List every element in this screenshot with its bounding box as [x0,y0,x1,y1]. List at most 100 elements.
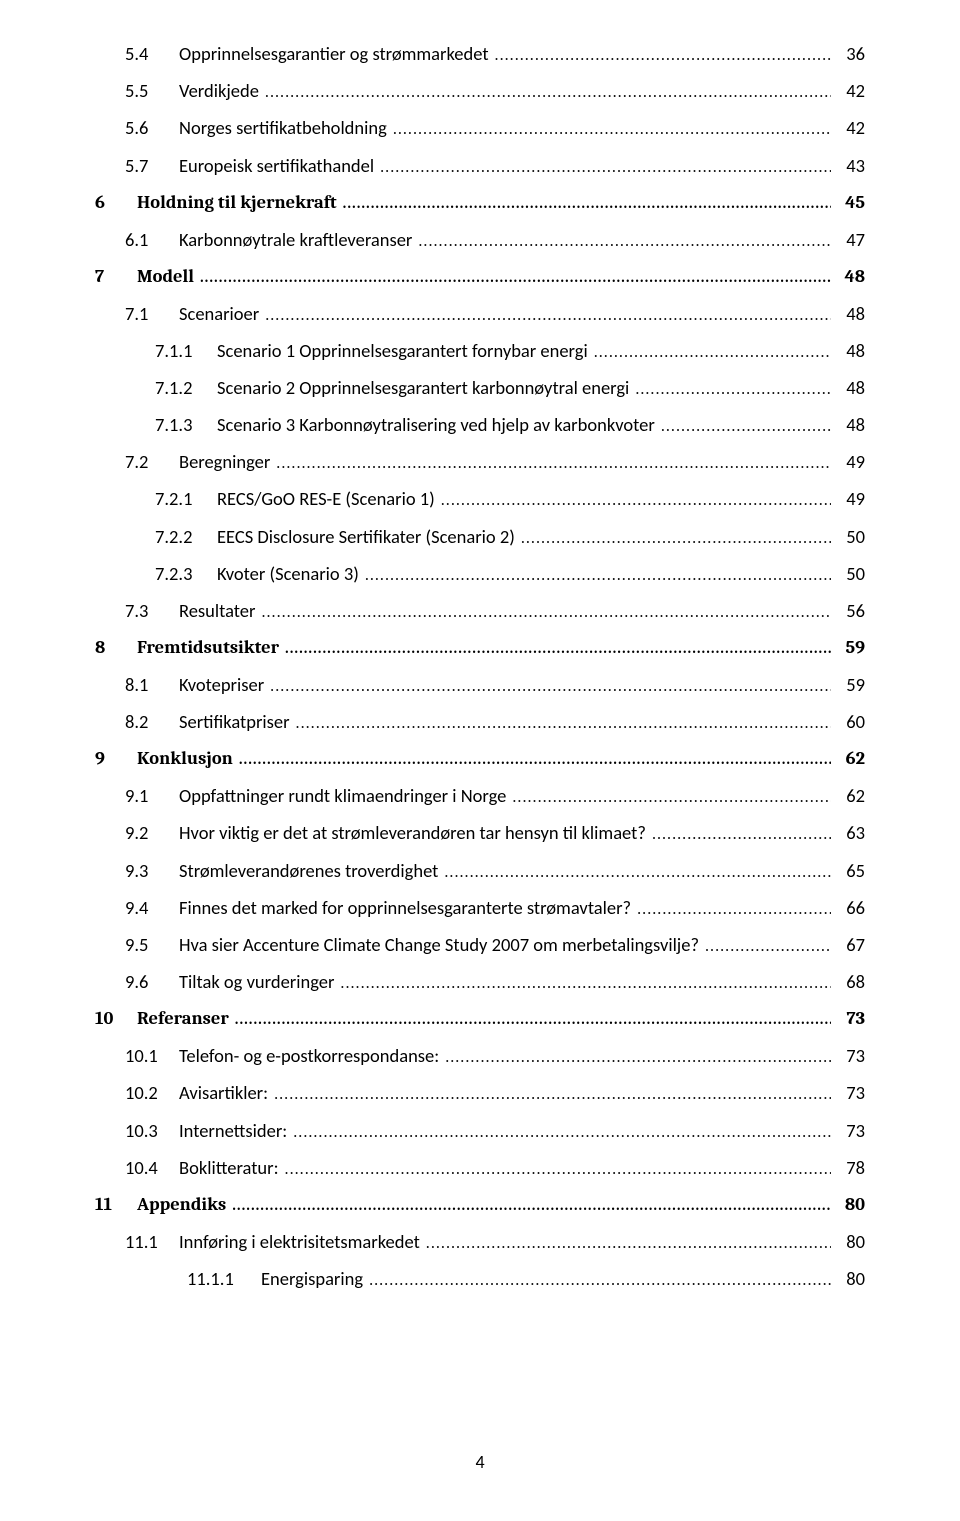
toc-leader-dots [652,823,831,847]
toc-entry-number: 7.1 [125,300,179,327]
toc-entry-title: Karbonnøytrale kraftleveranser [179,226,412,253]
toc-entry-number: 5.6 [125,114,179,141]
toc-entry: 7.2.1RECS/GoO RES-E (Scenario 1)49 [95,485,865,513]
toc-entry: 10.4Boklitteratur:78 [95,1154,865,1182]
toc-leader-dots [265,81,831,105]
toc-entry: 11.1.1Energisparing 80 [95,1265,865,1293]
toc-entry-page: 80 [837,1228,865,1255]
toc-entry-number: 10.2 [125,1079,179,1106]
toc-entry-title: Telefon- og e-postkorrespondanse: [179,1042,439,1069]
toc-entry-number: 11.1 [125,1228,179,1255]
toc-entry: 7.1.2Scenario 2 Opprinnelsesgarantert ka… [95,374,865,402]
toc-entry-number: 7.2.2 [155,523,217,550]
toc-entry-page: 62 [837,782,865,809]
toc-leader-dots [265,304,831,328]
toc-entry: 9.6Tiltak og vurderinger68 [95,968,865,996]
toc-entry-number: 5.5 [125,77,179,104]
toc-leader-dots [380,156,831,180]
toc-leader-dots [594,341,831,365]
toc-entry-number: 10.4 [125,1154,179,1181]
toc-entry-number: 11.1.1 [187,1265,261,1292]
toc-entry-page: 73 [837,1117,865,1144]
toc-entry-title: Hva sier Accenture Climate Change Study … [179,931,699,958]
toc-entry: 5.7Europeisk sertifikathandel43 [95,152,865,180]
toc-entry: 8.2Sertifikatpriser60 [95,708,865,736]
toc-entry: 9.5Hva sier Accenture Climate Change Stu… [95,931,865,959]
toc-entry-title: Scenario 3 Karbonnøytralisering ved hjel… [217,411,655,438]
toc-entry-page: 36 [837,40,865,67]
toc-leader-dots [441,489,831,513]
toc-entry-title: Energisparing [261,1265,363,1292]
toc-leader-dots [293,1121,831,1145]
toc-entry-title: Beregninger [179,448,270,475]
toc-leader-dots [365,564,831,588]
toc-entry-page: 49 [837,448,865,475]
toc-entry-number: 7.2 [125,448,179,475]
toc-leader-dots [276,452,831,476]
toc-entry-title: Norges sertifikatbeholdning [179,114,387,141]
toc-entry: 7.2Beregninger 49 [95,448,865,476]
toc-entry-title: Kvotepriser [179,671,264,698]
toc-entry-number: 5.7 [125,152,179,179]
toc-leader-dots [343,192,831,216]
toc-entry-number: 7.3 [125,597,179,624]
toc-entry-title: RECS/GoO RES-E (Scenario 1) [217,485,435,512]
toc-entry-number: 8.2 [125,708,179,735]
toc-entry-page: 48 [837,374,865,401]
toc-entry-number: 5.4 [125,40,179,67]
toc-entry-title: Scenario 1 Opprinnelsesgarantert fornyba… [217,337,588,364]
toc-entry-page: 48 [837,411,865,438]
toc-entry: 7.2.3Kvoter (Scenario 3)50 [95,560,865,588]
toc-entry-number: 9.4 [125,894,179,921]
toc-entry-number: 8.1 [125,671,179,698]
toc-leader-dots [274,1083,831,1107]
toc-entry: 10.2Avisartikler:73 [95,1079,865,1107]
toc-entry-page: 68 [837,968,865,995]
toc-leader-dots [285,637,831,661]
toc-entry-page: 63 [837,819,865,846]
toc-entry: 9.2Hvor viktig er det at strømleverandør… [95,819,865,847]
toc-entry-number: 9 [95,745,137,772]
toc-entry-page: 73 [837,1005,865,1032]
toc-entry-number: 9.5 [125,931,179,958]
toc-entry-page: 60 [837,708,865,735]
toc-leader-dots [270,675,831,699]
toc-entry-title: Scenarioer [179,300,259,327]
toc-entry: 9.4Finnes det marked for opprinnelsesgar… [95,894,865,922]
toc-leader-dots [705,935,831,959]
toc-entry-title: Modell [137,263,194,290]
toc-leader-dots [340,972,831,996]
toc-entry-title: Hvor viktig er det at strømleverandøren … [179,819,646,846]
toc-entry-title: Internettsider: [179,1117,287,1144]
toc-entry-number: 9.6 [125,968,179,995]
toc-entry-number: 7.2.3 [155,560,217,587]
toc-entry-title: Oppfattninger rundt klimaendringer i Nor… [179,782,506,809]
toc-entry-title: Holdning til kjernekraft [137,189,337,216]
toc-entry-number: 7.1.3 [155,411,217,438]
toc-entry-number: 7.1.1 [155,337,217,364]
toc-entry-page: 50 [837,523,865,550]
toc-entry-number: 11 [95,1191,137,1218]
toc-entry-title: Innføring i elektrisitetsmarkedet [179,1228,420,1255]
toc-entry-page: 65 [837,857,865,884]
page-number: 4 [0,1451,960,1473]
toc-entry-page: 48 [837,300,865,327]
toc-leader-dots [296,712,831,736]
toc-leader-dots [495,44,831,68]
toc-entry-title: Scenario 2 Opprinnelsesgarantert karbonn… [217,374,629,401]
toc-entry-number: 10.1 [125,1042,179,1069]
toc-entry-page: 48 [837,337,865,364]
toc-leader-dots [200,266,831,290]
toc-entry: 7.1Scenarioer 48 [95,300,865,328]
toc-entry-page: 73 [837,1079,865,1106]
toc-entry-number: 6 [95,189,137,216]
toc-entry-page: 80 [837,1191,865,1218]
toc-entry-title: Boklitteratur: [179,1154,279,1181]
toc-entry: 7Modell48 [95,263,865,290]
toc-entry-number: 6.1 [125,226,179,253]
toc-leader-dots [637,898,831,922]
toc-leader-dots [635,378,831,402]
toc-entry-title: Europeisk sertifikathandel [179,152,374,179]
toc-entry-page: 80 [837,1265,865,1292]
toc-entry-number: 7.1.2 [155,374,217,401]
